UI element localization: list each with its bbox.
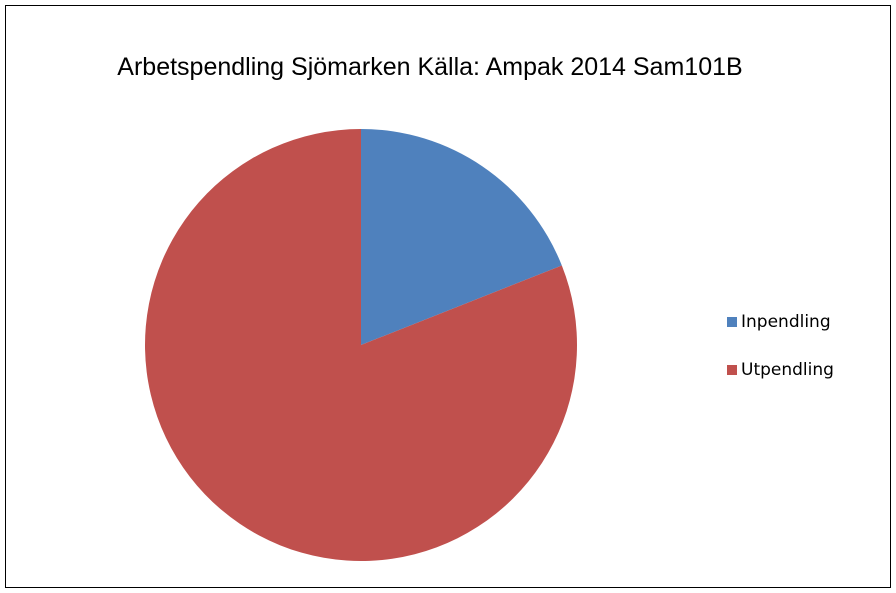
legend-label: Inpendling [741,312,831,332]
legend-swatch [727,365,737,375]
legend-swatch [727,317,737,327]
pie-slice [145,129,578,561]
pie-slice [361,129,562,345]
legend-label: Utpendling [741,360,834,380]
chart-title: Arbetspendling Sjömarken Källa: Ampak 20… [117,53,743,81]
